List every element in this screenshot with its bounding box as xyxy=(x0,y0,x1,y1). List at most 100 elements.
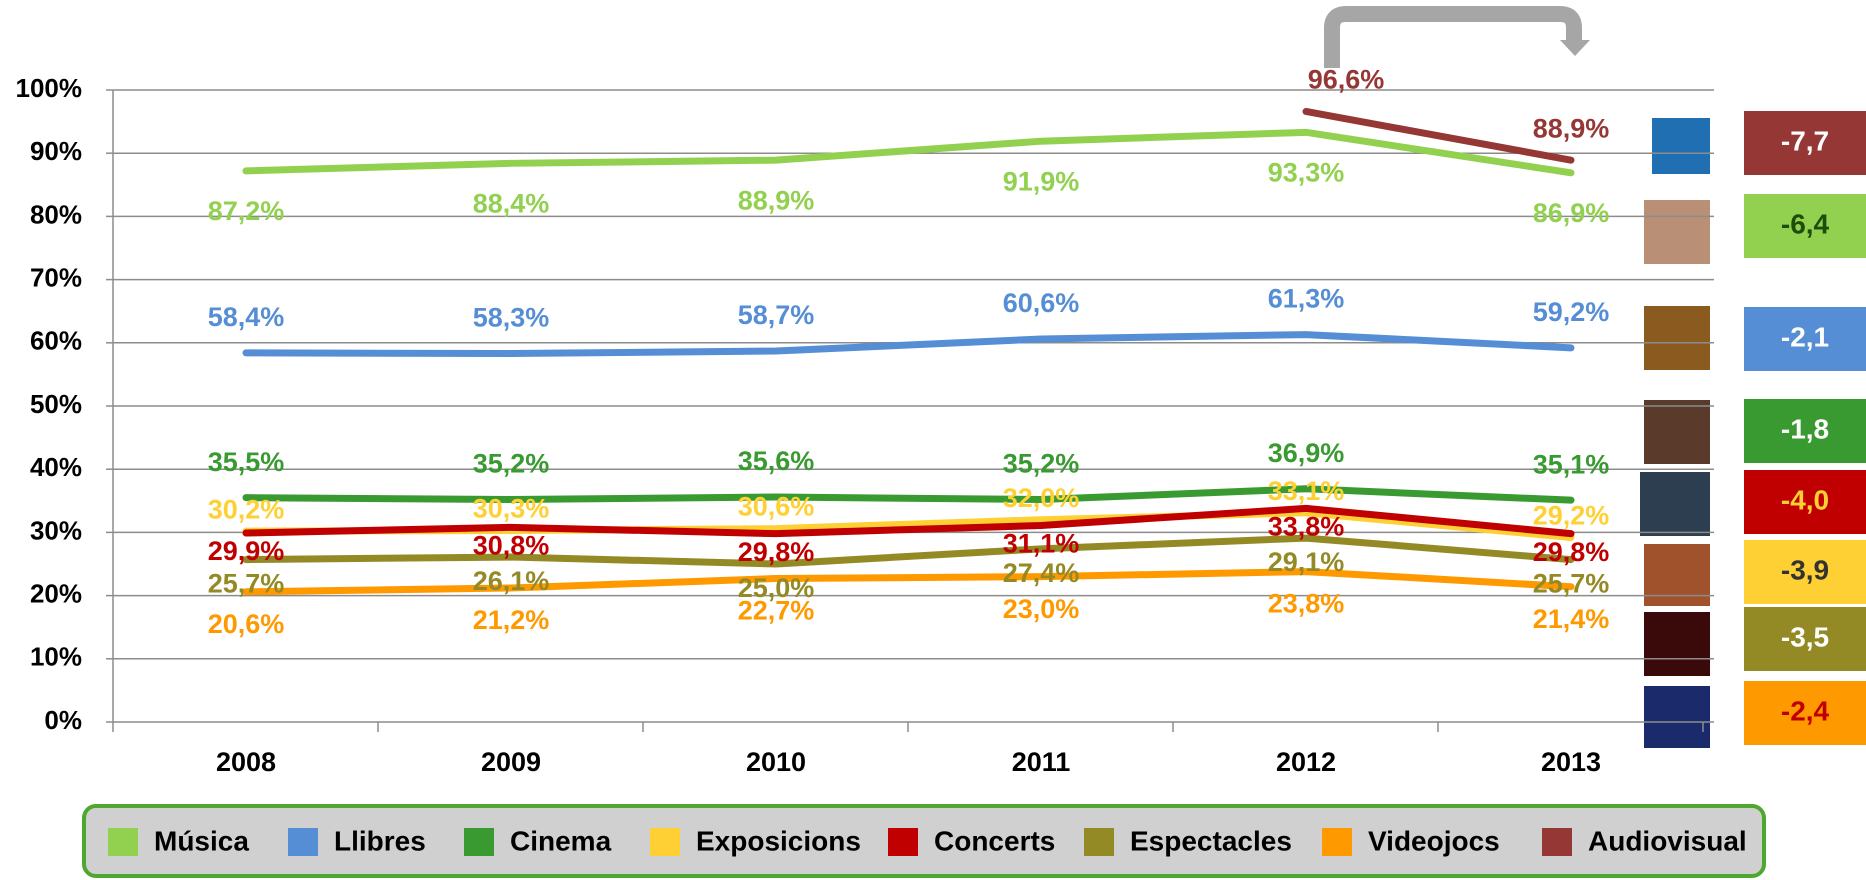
data-label: 31,1% xyxy=(1003,529,1080,559)
data-label: 25,7% xyxy=(208,569,285,599)
y-tick-label: 100% xyxy=(16,73,83,103)
data-label: 33,1% xyxy=(1268,476,1345,506)
data-label: 20,6% xyxy=(208,609,285,639)
change-label: -2,1 xyxy=(1781,321,1829,352)
legend-swatch xyxy=(650,828,680,856)
y-tick-label: 10% xyxy=(30,642,82,672)
data-label: 23,0% xyxy=(1003,594,1080,624)
data-label: 21,2% xyxy=(473,605,550,635)
legend-label: Llibres xyxy=(334,825,426,856)
data-label: 59,2% xyxy=(1533,297,1610,327)
legend-label: Cinema xyxy=(510,825,612,856)
series-line xyxy=(246,538,1571,564)
icon-music xyxy=(1644,200,1710,264)
data-label: 35,5% xyxy=(208,447,285,477)
y-tick-label: 30% xyxy=(30,515,82,545)
data-label: 30,3% xyxy=(473,494,550,524)
icon-shows xyxy=(1644,612,1710,676)
icon-expositions xyxy=(1644,544,1710,606)
change-label: -1,8 xyxy=(1781,413,1829,444)
data-label: 60,6% xyxy=(1003,288,1080,318)
change-label: -3,9 xyxy=(1781,554,1829,585)
data-label: 58,3% xyxy=(473,303,550,333)
data-label: 61,3% xyxy=(1268,284,1345,314)
y-tick-label: 80% xyxy=(30,199,82,229)
legend-swatch xyxy=(464,828,494,856)
series-line xyxy=(246,572,1571,592)
y-tick-label: 50% xyxy=(30,389,82,419)
data-label: 36,9% xyxy=(1268,438,1345,468)
change-label: -4,0 xyxy=(1781,484,1829,515)
y-tick-label: 0% xyxy=(44,705,82,735)
icon-books xyxy=(1644,306,1710,370)
legend-label: Espectacles xyxy=(1130,825,1292,856)
legend-label: Audiovisual xyxy=(1588,825,1747,856)
data-label: 30,2% xyxy=(208,494,285,524)
data-label: 33,8% xyxy=(1268,512,1345,542)
legend-label: Videojocs xyxy=(1368,825,1500,856)
series-line xyxy=(246,335,1571,354)
legend-swatch xyxy=(108,828,138,856)
legend-label: Concerts xyxy=(934,825,1055,856)
chart: 0% 10% 20% 30% 40% 50% 60% 70% 80% 90% 100% 2008 200… xyxy=(0,0,1866,880)
y-tick-label: 90% xyxy=(30,136,82,166)
data-label: 35,2% xyxy=(1003,449,1080,479)
data-label: 88,4% xyxy=(473,188,550,218)
data-label: 35,1% xyxy=(1533,449,1610,479)
data-label: 29,8% xyxy=(1533,537,1610,567)
arrow xyxy=(1332,14,1574,68)
x-tick-label: 2012 xyxy=(1276,747,1336,777)
legend-label: Música xyxy=(154,825,249,856)
y-tick-label: 60% xyxy=(30,326,82,356)
data-label: 87,2% xyxy=(208,196,285,226)
icon-audiovisual xyxy=(1652,118,1710,174)
data-label: 86,9% xyxy=(1533,198,1610,228)
legend-swatch xyxy=(888,828,918,856)
x-tick-label: 2008 xyxy=(216,747,276,777)
y-tick-label: 70% xyxy=(30,262,82,292)
data-label: 91,9% xyxy=(1003,166,1080,196)
data-label: 29,2% xyxy=(1533,501,1610,531)
legend-swatch xyxy=(1542,828,1572,856)
data-label: 25,7% xyxy=(1533,569,1610,599)
data-label: 26,1% xyxy=(473,566,550,596)
x-tick-label: 2009 xyxy=(481,747,541,777)
data-label: 29,1% xyxy=(1268,547,1345,577)
series-line xyxy=(246,489,1571,500)
data-label: 58,4% xyxy=(208,302,285,332)
legend-swatch xyxy=(288,828,318,856)
data-label: 29,8% xyxy=(738,537,815,567)
legend-label: Exposicions xyxy=(696,825,861,856)
data-label: 96,6% xyxy=(1308,65,1385,95)
y-tick-label: 20% xyxy=(30,578,82,608)
data-label: 21,4% xyxy=(1533,604,1610,634)
icon-games xyxy=(1644,686,1710,748)
data-label: 23,8% xyxy=(1268,589,1345,619)
data-label: 35,2% xyxy=(473,449,550,479)
data-label: 88,9% xyxy=(738,185,815,215)
y-tick-label: 40% xyxy=(30,452,82,482)
data-label: 27,4% xyxy=(1003,558,1080,588)
icons xyxy=(1640,118,1710,748)
legend-swatch xyxy=(1322,828,1352,856)
data-label: 35,6% xyxy=(738,446,815,476)
legend-swatch xyxy=(1084,828,1114,856)
data-label: 29,9% xyxy=(208,536,285,566)
change-label: -7,7 xyxy=(1781,125,1829,156)
data-label: 30,6% xyxy=(738,492,815,522)
icon-concerts xyxy=(1640,472,1710,536)
arrow-head xyxy=(1560,40,1590,56)
x-tick-label: 2010 xyxy=(746,747,806,777)
change-label: -3,5 xyxy=(1781,621,1829,652)
data-label: 58,7% xyxy=(738,300,815,330)
data-label: 30,8% xyxy=(473,530,550,560)
data-label: 32,0% xyxy=(1003,483,1080,513)
change-label: -2,4 xyxy=(1781,695,1830,726)
data-label: 22,7% xyxy=(738,596,815,626)
data-label: 88,9% xyxy=(1533,113,1610,143)
change-label: -6,4 xyxy=(1781,208,1830,239)
x-tick-label: 2013 xyxy=(1541,747,1601,777)
icon-cinema xyxy=(1644,400,1710,464)
x-tick-label: 2011 xyxy=(1012,747,1071,777)
data-label: 93,3% xyxy=(1268,157,1345,187)
